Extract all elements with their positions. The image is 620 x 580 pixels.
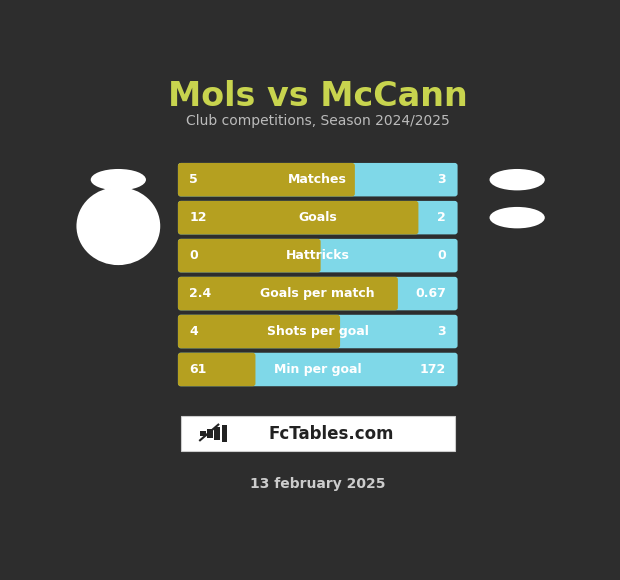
Text: 172: 172 <box>420 363 446 376</box>
Circle shape <box>78 188 159 264</box>
Text: 2: 2 <box>437 211 446 224</box>
Text: 3: 3 <box>438 173 446 186</box>
Text: Min per goal: Min per goal <box>274 363 361 376</box>
Text: 12: 12 <box>190 211 207 224</box>
FancyBboxPatch shape <box>222 425 228 442</box>
FancyBboxPatch shape <box>178 201 458 234</box>
Text: 4: 4 <box>190 325 198 338</box>
FancyBboxPatch shape <box>178 239 458 273</box>
Ellipse shape <box>91 169 146 190</box>
FancyBboxPatch shape <box>178 277 458 310</box>
Text: 0: 0 <box>437 249 446 262</box>
Text: Goals per match: Goals per match <box>260 287 375 300</box>
FancyBboxPatch shape <box>178 239 321 273</box>
FancyBboxPatch shape <box>200 431 206 437</box>
Text: Shots per goal: Shots per goal <box>267 325 369 338</box>
FancyBboxPatch shape <box>178 163 458 197</box>
FancyBboxPatch shape <box>178 201 418 234</box>
FancyBboxPatch shape <box>178 277 398 310</box>
Text: 3: 3 <box>438 325 446 338</box>
Text: 0.67: 0.67 <box>415 287 446 300</box>
FancyBboxPatch shape <box>207 429 213 438</box>
Text: 5: 5 <box>190 173 198 186</box>
Text: 13 february 2025: 13 february 2025 <box>250 477 386 491</box>
FancyBboxPatch shape <box>178 163 355 197</box>
FancyBboxPatch shape <box>178 353 458 386</box>
Text: Mols vs McCann: Mols vs McCann <box>168 80 467 113</box>
Ellipse shape <box>490 169 545 190</box>
FancyBboxPatch shape <box>181 416 454 451</box>
Text: Hattricks: Hattricks <box>286 249 350 262</box>
FancyBboxPatch shape <box>178 353 255 386</box>
Text: 2.4: 2.4 <box>190 287 211 300</box>
Text: Club competitions, Season 2024/2025: Club competitions, Season 2024/2025 <box>186 114 450 128</box>
Text: 61: 61 <box>190 363 207 376</box>
Text: Matches: Matches <box>288 173 347 186</box>
Ellipse shape <box>490 207 545 229</box>
Text: FcTables.com: FcTables.com <box>268 425 394 443</box>
Text: 0: 0 <box>190 249 198 262</box>
FancyBboxPatch shape <box>215 427 220 440</box>
FancyBboxPatch shape <box>178 315 458 348</box>
Text: Goals: Goals <box>298 211 337 224</box>
FancyBboxPatch shape <box>178 315 340 348</box>
